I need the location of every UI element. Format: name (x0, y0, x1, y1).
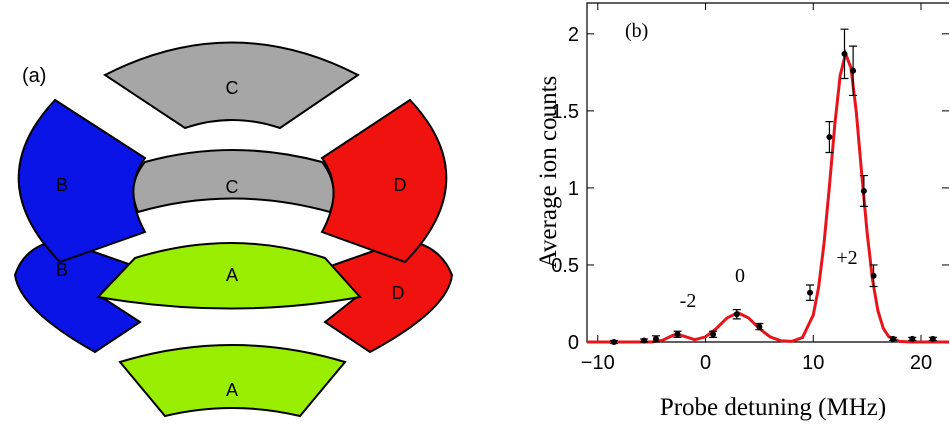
x-tick-label: 20 (910, 352, 932, 374)
data-point (756, 323, 763, 330)
data-point (652, 335, 659, 342)
electrode (13, 238, 143, 354)
electrode-label: B (56, 175, 68, 195)
electrode-label: D (394, 175, 407, 195)
electrode (320, 98, 448, 264)
data-point (889, 335, 896, 342)
electrode (17, 98, 147, 264)
electrode (103, 41, 360, 130)
data-point (641, 337, 648, 344)
panel-label: (b) (625, 20, 648, 42)
x-tick-label: 10 (802, 352, 824, 374)
panel-label: (a) (22, 65, 46, 87)
electrode (323, 238, 454, 354)
electrode-label: D (392, 283, 405, 303)
data-point (610, 339, 617, 345)
axes-frame (586, 2, 949, 343)
x-axis-label: Probe detuning (MHz) (660, 394, 886, 421)
electrode-label: A (226, 265, 238, 285)
data-point (909, 335, 916, 342)
y-tick-label: 0.5 (551, 255, 579, 277)
electrode-label: B (56, 260, 68, 280)
peak-label: 0 (735, 265, 745, 287)
peak-label: -2 (680, 290, 697, 312)
data-point (674, 331, 681, 338)
electrode-label: C (226, 78, 239, 98)
y-tick-label: 1.5 (551, 101, 579, 123)
electrode-label: C (226, 177, 239, 197)
y-tick-label: 1 (568, 178, 579, 200)
data-point (807, 289, 814, 296)
data-point (710, 331, 717, 338)
data-point (733, 311, 740, 318)
chart: (b) -2 0 +2 Probe detuning (MHz) Average… (535, 2, 949, 421)
data-point (929, 335, 936, 342)
electrode (95, 242, 362, 310)
x-tick-label: −10 (581, 352, 615, 374)
electrode-diagram: (a) C C B D B A D A (13, 41, 454, 418)
peak-label: +2 (836, 247, 857, 269)
data-point (870, 272, 877, 279)
data-point (841, 50, 848, 57)
data-point (860, 187, 867, 194)
data-point (850, 67, 857, 74)
y-tick-label: 2 (568, 24, 579, 46)
data-point (826, 134, 833, 141)
fit-curve (587, 48, 949, 344)
electrode (118, 344, 347, 418)
x-tick-label: 0 (700, 352, 711, 374)
electrode-label: A (226, 380, 238, 400)
electrode (132, 149, 335, 214)
y-axis-label: Average ion counts (535, 76, 562, 269)
y-tick-label: 0 (568, 332, 579, 354)
